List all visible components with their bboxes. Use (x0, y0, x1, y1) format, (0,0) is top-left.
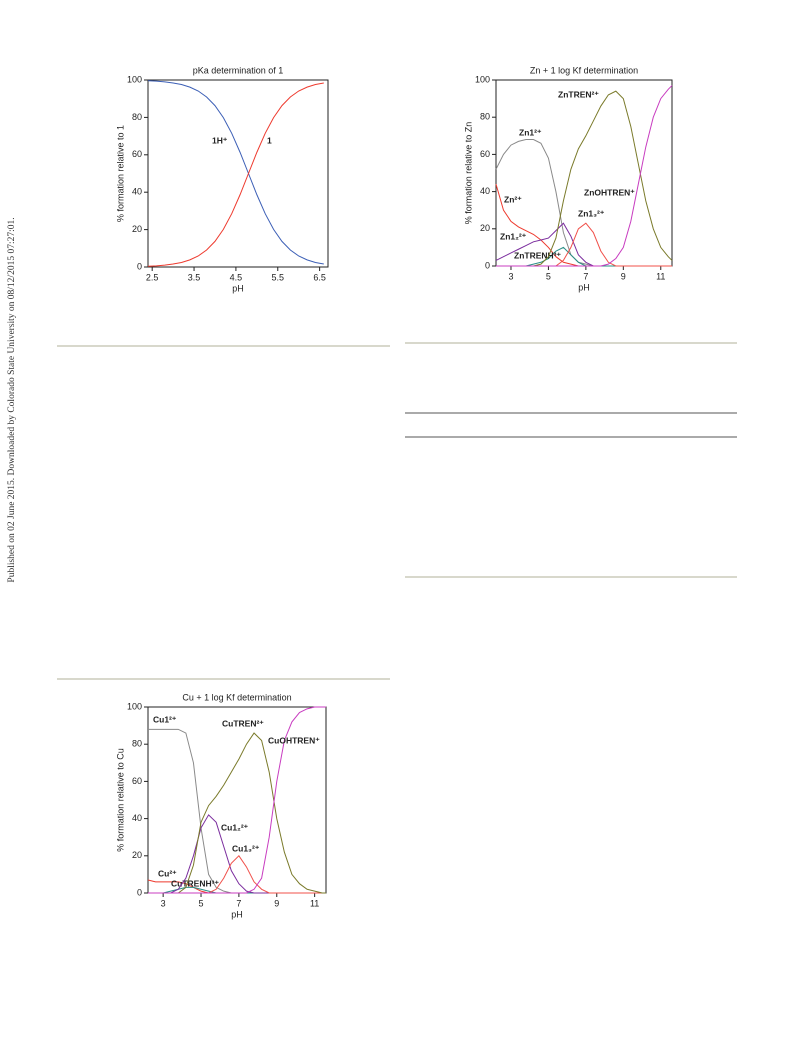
series-label: 1H⁺ (212, 135, 228, 145)
series-line (148, 706, 326, 894)
y-tick-label: 40 (132, 813, 142, 823)
y-axis-label: % formation relative to Zn (463, 122, 473, 225)
series-label: CuTRENH³⁺ (171, 878, 219, 888)
series-label: CuOHTREN⁺ (268, 735, 320, 745)
x-tick-label: 3 (161, 898, 166, 908)
x-tick-label: 4.5 (230, 272, 243, 282)
y-tick-label: 60 (132, 149, 142, 159)
series-line (148, 886, 326, 894)
x-tick-label: 2.5 (146, 272, 159, 282)
series-label: Cu²⁺ (158, 868, 177, 878)
y-tick-label: 0 (137, 261, 142, 271)
y-tick-label: 0 (137, 887, 142, 897)
series-label: ZnTREN²⁺ (558, 89, 599, 99)
series-line (496, 85, 673, 267)
series-label: Cu1²⁺ (153, 714, 177, 724)
x-tick-label: 11 (310, 898, 319, 908)
x-tick-label: 5 (546, 271, 551, 281)
x-axis-label: pH (578, 282, 590, 292)
sidebar-text: Published on 02 June 2015. Downloaded by… (7, 217, 17, 582)
x-tick-label: 9 (274, 898, 279, 908)
series-label: ZnOHTREN⁺ (584, 187, 635, 197)
series-label: CuTREN²⁺ (222, 718, 264, 728)
y-axis-label: % formation relative to 1 (115, 125, 125, 222)
chart-title: pKa determination of 1 (193, 65, 284, 75)
series-label: Zn1₃²⁺ (578, 208, 605, 218)
chart-title: Cu + 1 log Kf determination (182, 692, 291, 702)
plot-frame (147, 79, 329, 268)
x-axis-label: pH (231, 909, 243, 919)
y-tick-label: 40 (480, 186, 490, 196)
series-label: Cu1₂²⁺ (221, 822, 249, 832)
y-tick-label: 80 (132, 112, 142, 122)
x-axis-label: pH (232, 283, 244, 293)
x-tick-label: 3.5 (188, 272, 201, 282)
y-tick-label: 20 (480, 223, 490, 233)
y-tick-label: 20 (132, 224, 142, 234)
series-label: Cu1₃²⁺ (232, 843, 260, 853)
x-tick-label: 9 (621, 271, 626, 281)
chart-title: Zn + 1 log Kf determination (530, 65, 638, 75)
y-tick-label: 20 (132, 850, 142, 860)
y-tick-label: 100 (127, 74, 142, 84)
y-tick-label: 40 (132, 187, 142, 197)
x-tick-label: 5.5 (272, 272, 285, 282)
x-tick-label: 7 (236, 898, 241, 908)
series-line (147, 82, 324, 267)
y-tick-label: 0 (485, 260, 490, 270)
y-tick-label: 80 (480, 112, 490, 122)
y-tick-label: 60 (132, 776, 142, 786)
series-label: Zn1₂²⁺ (500, 231, 527, 241)
x-tick-label: 6.5 (313, 272, 326, 282)
series-label: ZnTRENH³⁺ (514, 250, 561, 260)
series-label: Zn²⁺ (504, 194, 522, 204)
y-axis-label: % formation relative to Cu (115, 748, 125, 852)
series-label: Zn1²⁺ (519, 127, 542, 137)
y-tick-label: 60 (480, 149, 490, 159)
y-tick-label: 100 (475, 74, 490, 84)
x-tick-label: 11 (656, 271, 665, 281)
y-tick-label: 80 (132, 739, 142, 749)
x-tick-label: 5 (199, 898, 204, 908)
series-line (147, 80, 324, 265)
x-tick-label: 3 (508, 271, 513, 281)
series-label: 1 (267, 135, 272, 145)
y-tick-label: 100 (127, 701, 142, 711)
x-tick-label: 7 (583, 271, 588, 281)
